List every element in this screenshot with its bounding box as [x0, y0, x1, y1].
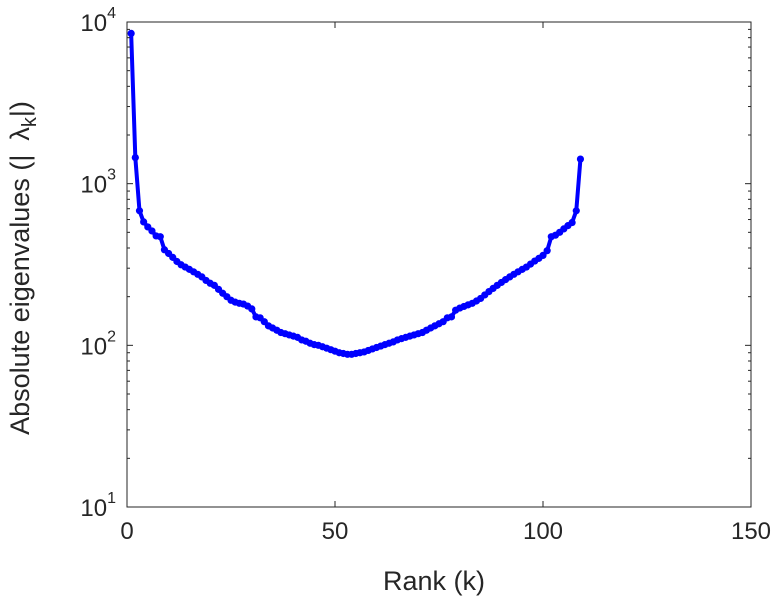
data-point — [543, 247, 551, 255]
x-tick-label: 50 — [322, 518, 349, 545]
y-tick-base: 10 — [80, 172, 107, 199]
data-point — [568, 218, 576, 227]
x-tick-label: 100 — [523, 518, 563, 545]
data-point — [539, 251, 547, 259]
data-point — [135, 207, 144, 215]
y-tick-exponent: 2 — [107, 328, 116, 345]
data-point — [127, 29, 135, 38]
data-point — [248, 305, 256, 313]
y-tick-label: 102 — [80, 328, 116, 360]
y-tick-base: 10 — [80, 333, 107, 360]
y-axis-label-main: Absolute eigenvalues (| — [5, 155, 35, 435]
data-point — [572, 207, 580, 215]
data-point — [148, 227, 156, 235]
y-tick-label: 103 — [80, 167, 116, 199]
data-point — [140, 218, 148, 226]
y-tick-base: 10 — [80, 10, 107, 37]
x-tick-label: 0 — [120, 518, 133, 545]
y-tick-exponent: 4 — [107, 5, 116, 22]
y-axis-label: Absolute eigenvalues (| λk|) — [5, 101, 41, 435]
y-axis-label-end: |) — [5, 101, 35, 117]
y-tick-label: 104 — [80, 5, 116, 37]
x-axis-label: Rank (k) — [383, 566, 485, 596]
plot-area — [127, 22, 751, 507]
data-point — [447, 313, 456, 321]
y-tick-base: 10 — [80, 495, 107, 522]
data-point — [576, 155, 585, 163]
x-tick-label: 150 — [731, 518, 771, 545]
data-point — [131, 153, 139, 162]
data-point — [156, 233, 164, 241]
series-layer — [127, 29, 585, 358]
y-axis-label-symbol: λ — [5, 127, 35, 141]
y-tick-exponent: 3 — [107, 167, 116, 184]
y-tick-exponent: 1 — [107, 490, 116, 507]
y-tick-label: 101 — [80, 490, 116, 522]
axes-box — [126, 21, 752, 508]
y-axis-label-subscript: k — [19, 116, 41, 127]
